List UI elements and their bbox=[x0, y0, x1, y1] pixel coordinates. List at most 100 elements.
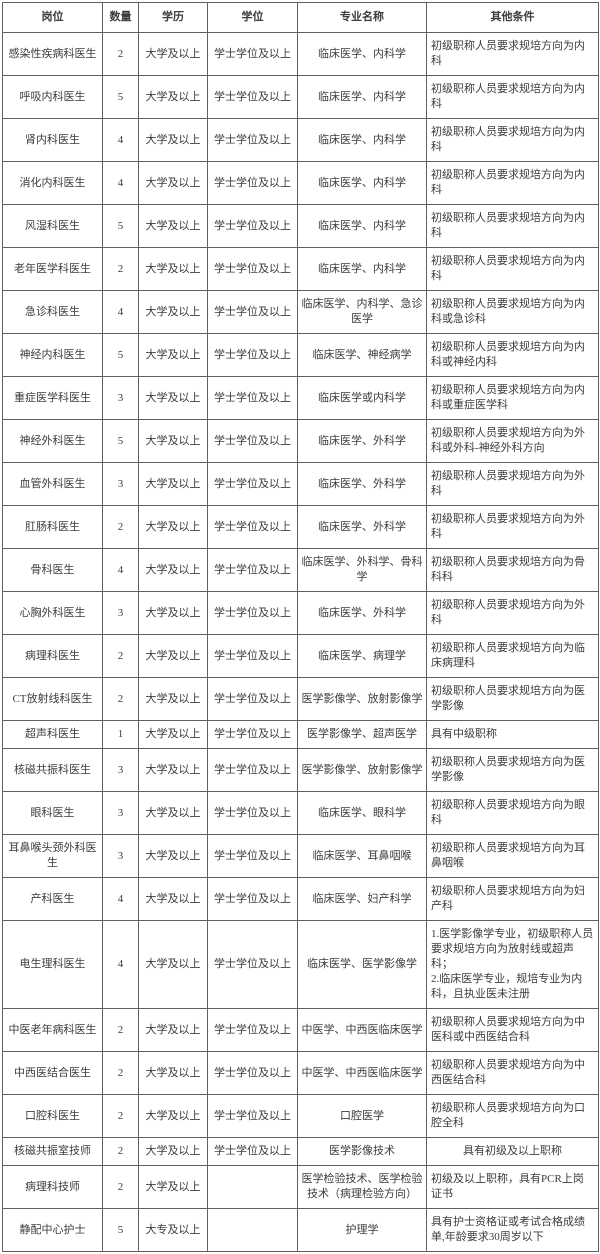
cell-other: 初级职称人员要求规培方向为内科 bbox=[426, 75, 599, 119]
col-header-other: 其他条件 bbox=[426, 2, 599, 33]
cell-position: 心胸外科医生 bbox=[2, 591, 103, 635]
cell-other: 具有初级及以上职称 bbox=[426, 1137, 599, 1166]
cell-degree: 学士学位及以上 bbox=[207, 720, 298, 749]
cell-position: 血管外科医生 bbox=[2, 462, 103, 506]
cell-major: 医学检验技术、医学检验技术（病理检验方向） bbox=[297, 1165, 427, 1209]
table-row: 静配中心护士 5 大专及以上 护理学 具有护士资格证或考试合格成绩单,年龄要求3… bbox=[2, 1208, 599, 1252]
cell-degree: 学士学位及以上 bbox=[207, 161, 298, 205]
cell-degree: 学士学位及以上 bbox=[207, 75, 298, 119]
cell-degree bbox=[207, 1165, 298, 1209]
cell-other: 初级职称人员要求规培方向为医学影像 bbox=[426, 748, 599, 792]
cell-position: 病理科医生 bbox=[2, 634, 103, 678]
cell-other: 初级及以上职称，具有PCR上岗证书 bbox=[426, 1165, 599, 1209]
cell-position: 病理科技师 bbox=[2, 1165, 103, 1209]
cell-major: 护理学 bbox=[297, 1208, 427, 1252]
cell-count: 3 bbox=[102, 462, 139, 506]
cell-position: 中医老年病科医生 bbox=[2, 1008, 103, 1052]
cell-degree: 学士学位及以上 bbox=[207, 591, 298, 635]
cell-count: 5 bbox=[102, 1208, 139, 1252]
cell-major: 临床医学、内科学 bbox=[297, 32, 427, 76]
cell-major: 临床医学、妇产科学 bbox=[297, 877, 427, 921]
cell-position: 中西医结合医生 bbox=[2, 1051, 103, 1095]
cell-other: 初级职称人员要求规培方向为内科 bbox=[426, 118, 599, 162]
cell-other: 初级职称人员要求规培方向为内科 bbox=[426, 32, 599, 76]
cell-count: 4 bbox=[102, 290, 139, 334]
cell-education: 大学及以上 bbox=[138, 419, 208, 463]
cell-major: 医学影像学、超声医学 bbox=[297, 720, 427, 749]
cell-education: 大学及以上 bbox=[138, 920, 208, 1009]
cell-major: 临床医学或内科学 bbox=[297, 376, 427, 420]
cell-other: 初级职称人员要求规培方向为外科 bbox=[426, 505, 599, 549]
cell-position: 神经外科医生 bbox=[2, 419, 103, 463]
cell-degree: 学士学位及以上 bbox=[207, 920, 298, 1009]
col-header-count: 数量 bbox=[102, 2, 139, 33]
cell-degree: 学士学位及以上 bbox=[207, 118, 298, 162]
cell-education: 大学及以上 bbox=[138, 32, 208, 76]
table-row: 耳鼻喉头颈外科医生 3 大学及以上 学士学位及以上 临床医学、耳鼻咽喉 初级职称… bbox=[2, 834, 599, 878]
cell-position: 急诊科医生 bbox=[2, 290, 103, 334]
cell-education: 大学及以上 bbox=[138, 333, 208, 377]
table-row: 神经外科医生 5 大学及以上 学士学位及以上 临床医学、外科学 初级职称人员要求… bbox=[2, 419, 599, 463]
cell-major: 临床医学、内科学 bbox=[297, 75, 427, 119]
cell-count: 3 bbox=[102, 591, 139, 635]
cell-education: 大学及以上 bbox=[138, 462, 208, 506]
col-header-education: 学历 bbox=[138, 2, 208, 33]
cell-education: 大学及以上 bbox=[138, 505, 208, 549]
cell-education: 大学及以上 bbox=[138, 247, 208, 291]
cell-major: 临床医学、耳鼻咽喉 bbox=[297, 834, 427, 878]
cell-education: 大学及以上 bbox=[138, 1051, 208, 1095]
cell-count: 3 bbox=[102, 748, 139, 792]
cell-degree: 学士学位及以上 bbox=[207, 634, 298, 678]
cell-count: 4 bbox=[102, 920, 139, 1009]
cell-count: 5 bbox=[102, 419, 139, 463]
cell-other: 初级职称人员要求规培方向为外科 bbox=[426, 591, 599, 635]
table-row: 病理科技师 2 大学及以上 医学检验技术、医学检验技术（病理检验方向） 初级及以… bbox=[2, 1165, 599, 1209]
cell-other: 初级职称人员要求规培方向为内科 bbox=[426, 247, 599, 291]
cell-count: 2 bbox=[102, 247, 139, 291]
cell-count: 2 bbox=[102, 505, 139, 549]
cell-education: 大专及以上 bbox=[138, 1208, 208, 1252]
table-row: 超声科医生 1 大学及以上 学士学位及以上 医学影像学、超声医学 具有中级职称 bbox=[2, 720, 599, 749]
col-header-degree: 学位 bbox=[207, 2, 298, 33]
table-row: 中西医结合医生 2 大学及以上 学士学位及以上 中医学、中西医临床医学 初级职称… bbox=[2, 1051, 599, 1095]
cell-major: 中医学、中西医临床医学 bbox=[297, 1051, 427, 1095]
cell-other: 初级职称人员要求规培方向为内科或急诊科 bbox=[426, 290, 599, 334]
cell-other: 初级职称人员要求规培方向为内科或重症医学科 bbox=[426, 376, 599, 420]
cell-education: 大学及以上 bbox=[138, 290, 208, 334]
cell-education: 大学及以上 bbox=[138, 75, 208, 119]
cell-count: 4 bbox=[102, 118, 139, 162]
cell-count: 5 bbox=[102, 333, 139, 377]
table-row: 消化内科医生 4 大学及以上 学士学位及以上 临床医学、内科学 初级职称人员要求… bbox=[2, 161, 599, 205]
cell-count: 3 bbox=[102, 834, 139, 878]
cell-count: 4 bbox=[102, 877, 139, 921]
cell-education: 大学及以上 bbox=[138, 791, 208, 835]
cell-position: 肾内科医生 bbox=[2, 118, 103, 162]
cell-count: 5 bbox=[102, 75, 139, 119]
cell-count: 2 bbox=[102, 677, 139, 721]
cell-major: 医学影像学、放射影像学 bbox=[297, 748, 427, 792]
cell-other: 初级职称人员要求规培方向为内科 bbox=[426, 161, 599, 205]
cell-other: 初级职称人员要求规培方向为耳鼻咽喉 bbox=[426, 834, 599, 878]
cell-degree: 学士学位及以上 bbox=[207, 419, 298, 463]
cell-degree: 学士学位及以上 bbox=[207, 877, 298, 921]
table-row: CT放射线科医生 2 大学及以上 学士学位及以上 医学影像学、放射影像学 初级职… bbox=[2, 677, 599, 721]
table-row: 急诊科医生 4 大学及以上 学士学位及以上 临床医学、内科学、急诊医学 初级职称… bbox=[2, 290, 599, 334]
table-row: 核磁共振室技师 2 大学及以上 学士学位及以上 医学影像技术 具有初级及以上职称 bbox=[2, 1137, 599, 1166]
table-row: 风湿科医生 5 大学及以上 学士学位及以上 临床医学、内科学 初级职称人员要求规… bbox=[2, 204, 599, 248]
cell-education: 大学及以上 bbox=[138, 1165, 208, 1209]
cell-major: 临床医学、医学影像学 bbox=[297, 920, 427, 1009]
cell-position: 老年医学科医生 bbox=[2, 247, 103, 291]
cell-degree: 学士学位及以上 bbox=[207, 834, 298, 878]
cell-major: 临床医学、内科学 bbox=[297, 204, 427, 248]
cell-count: 2 bbox=[102, 1008, 139, 1052]
cell-count: 1 bbox=[102, 720, 139, 749]
cell-position: 产科医生 bbox=[2, 877, 103, 921]
table-row: 中医老年病科医生 2 大学及以上 学士学位及以上 中医学、中西医临床医学 初级职… bbox=[2, 1008, 599, 1052]
cell-degree: 学士学位及以上 bbox=[207, 32, 298, 76]
cell-education: 大学及以上 bbox=[138, 591, 208, 635]
cell-other: 初级职称人员要求规培方向为外科 bbox=[426, 462, 599, 506]
cell-other: 初级职称人员要求规培方向为中医科或中西医结合科 bbox=[426, 1008, 599, 1052]
cell-position: 核磁共振科医生 bbox=[2, 748, 103, 792]
table-row: 肾内科医生 4 大学及以上 学士学位及以上 临床医学、内科学 初级职称人员要求规… bbox=[2, 118, 599, 162]
